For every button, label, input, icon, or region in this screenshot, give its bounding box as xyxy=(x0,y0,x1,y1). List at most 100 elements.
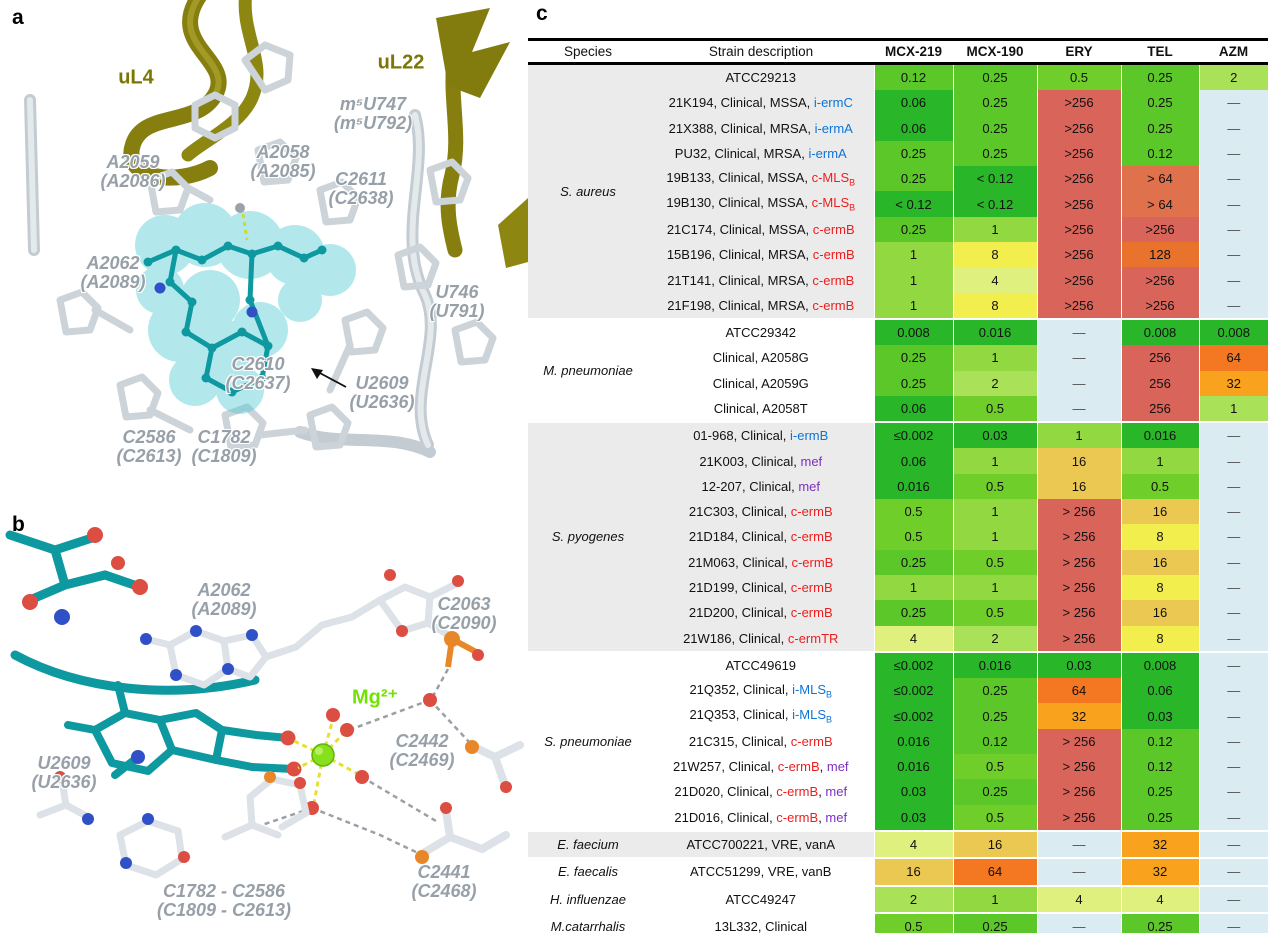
mic-value-cell: 256 xyxy=(1120,395,1199,423)
mic-value-cell: — xyxy=(1198,829,1268,859)
column-header: MCX-190 xyxy=(953,39,1037,65)
panel-a: a xyxy=(0,0,528,505)
mic-value-cell: 0.03 xyxy=(873,804,953,831)
mic-value-cell: 0.25 xyxy=(873,549,953,575)
table-row: S. aureus ATCC29213 0.12 0.25 0.5 0.25 2 xyxy=(528,63,1268,319)
mic-value-cell: — xyxy=(1198,267,1268,293)
strain-cell: 21D199, Clinical, c-ermB xyxy=(648,574,874,601)
mic-value-cell: 0.25 xyxy=(873,370,953,396)
mic-value-cell: 0.008 xyxy=(873,317,953,346)
mic-value-cell: 2 xyxy=(952,625,1037,652)
table-row: 21C174, Clinical, MSSA, c-ermB 0.25 1 >256 >… xyxy=(528,216,1268,243)
mic-value-cell: — xyxy=(1198,703,1268,729)
mic-value-cell: 0.12 xyxy=(952,728,1037,755)
table-row: 19B133, Clinical, MSSA, c-MLSB 0.25 < 0.12… xyxy=(528,166,1268,192)
table-row: 15B196, Clinical, MRSA, c-ermB 1 8 >256 128— xyxy=(528,242,1268,268)
mic-value-cell: >256 xyxy=(1036,191,1121,217)
strain-cell: 21D184, Clinical, c-ermB xyxy=(648,524,874,550)
mic-value-cell: 16 xyxy=(952,829,1037,859)
mic-value-cell: — xyxy=(1198,650,1268,679)
mic-value-cell: 1 xyxy=(873,574,953,601)
strain-cell: 15B196, Clinical, MRSA, c-ermB xyxy=(648,242,874,268)
mic-value-cell: 16 xyxy=(1036,473,1121,500)
mic-value-cell: 0.12 xyxy=(1120,140,1199,167)
mic-value-cell: — xyxy=(1036,857,1121,886)
strain-cell: 21C303, Clinical, c-ermB xyxy=(648,499,874,525)
mic-value-cell: 0.25 xyxy=(952,63,1037,91)
mic-value-cell: 64 xyxy=(1198,345,1268,371)
mic-value-cell: >256 xyxy=(1036,140,1121,167)
strain-cell: ATCC49619 xyxy=(648,650,874,679)
mic-value-cell: > 256 xyxy=(1036,549,1121,575)
mic-value-cell: 0.016 xyxy=(873,728,953,755)
mic-value-cell: 16 xyxy=(1120,600,1199,626)
residue-label: A2062 (A2089) xyxy=(191,580,257,619)
mic-value-cell: 16 xyxy=(1120,549,1199,575)
mic-value-cell: 0.25 xyxy=(1120,779,1199,805)
mic-value-cell: 1 xyxy=(952,884,1037,913)
table-row: 21W186, Clinical, c-ermTR 4 2 > 256 8— xyxy=(528,625,1268,652)
mic-value-cell: 0.5 xyxy=(952,804,1037,831)
table-row: 19B130, Clinical, MSSA, c-MLSB < 0.12 < 0.… xyxy=(528,191,1268,217)
table-row: 21K194, Clinical, MSSA, i-ermC 0.06 0.25 >2… xyxy=(528,90,1268,116)
mic-value-cell: 0.06 xyxy=(873,395,953,423)
column-header: TEL xyxy=(1121,39,1199,65)
strain-cell: ATCC700221, VRE, vanA xyxy=(648,829,874,859)
mic-value-cell: 1 xyxy=(1120,448,1199,474)
mic-value-cell: 0.008 xyxy=(1120,317,1199,346)
panel-b: b xyxy=(0,505,528,933)
mic-value-cell: — xyxy=(1198,473,1268,500)
mic-value-cell: 1 xyxy=(952,345,1037,371)
mic-value-cell: >256 xyxy=(1120,267,1199,293)
mic-value-cell: — xyxy=(1198,600,1268,626)
mic-value-cell: 8 xyxy=(1120,524,1199,550)
strain-cell: 21W257, Clinical, c-ermB, mef xyxy=(648,754,874,780)
mic-value-cell: — xyxy=(1036,911,1121,933)
mic-value-cell: 0.25 xyxy=(1120,911,1199,933)
mic-value-cell: 0.03 xyxy=(952,421,1037,449)
mic-value-cell: 4 xyxy=(952,267,1037,293)
mic-value-cell: 4 xyxy=(1120,884,1199,913)
strain-cell: ATCC51299, VRE, vanB xyxy=(648,857,874,886)
mic-value-cell: — xyxy=(1198,779,1268,805)
mic-value-cell: 0.25 xyxy=(952,140,1037,167)
mic-value-cell: 0.06 xyxy=(873,90,953,116)
residue-label: C2611 (C2638) xyxy=(328,169,394,208)
mic-value-cell: 0.25 xyxy=(952,90,1037,116)
table-row: Clinical, A2059G 0.25 2—256 32 xyxy=(528,370,1268,396)
mic-value-cell: — xyxy=(1198,115,1268,141)
mic-value-cell: — xyxy=(1198,911,1268,933)
strain-cell: 21W186, Clinical, c-ermTR xyxy=(648,625,874,652)
mic-value-cell: 1 xyxy=(873,267,953,293)
mic-value-cell: — xyxy=(1036,829,1121,859)
mic-value-cell: — xyxy=(1198,140,1268,167)
mic-value-cell: — xyxy=(1198,884,1268,913)
residue-label: U2609 (U2636) xyxy=(31,753,97,792)
mic-value-cell: 0.016 xyxy=(952,317,1037,346)
mic-value-cell: > 256 xyxy=(1036,728,1121,755)
mic-value-cell: >256 xyxy=(1036,292,1121,319)
protein-label: uL22 xyxy=(377,51,425,74)
mic-value-cell: 2 xyxy=(873,884,953,913)
mic-value-cell: 8 xyxy=(1120,574,1199,601)
mg-coordination-art xyxy=(5,527,524,879)
mic-value-cell: 0.12 xyxy=(873,63,953,91)
residue-label: C2442 (C2469) xyxy=(389,731,455,770)
strain-cell: ATCC29213 xyxy=(648,63,874,91)
mic-value-cell: 0.5 xyxy=(952,754,1037,780)
mic-value-cell: — xyxy=(1198,728,1268,755)
column-header: ERY xyxy=(1037,39,1121,65)
mic-value-cell: 4 xyxy=(1036,884,1121,913)
mic-value-cell: 8 xyxy=(952,242,1037,268)
mic-value-cell: 0.25 xyxy=(1120,63,1199,91)
strain-cell: Clinical, A2059G xyxy=(648,370,874,396)
strain-cell: Clinical, A2058T xyxy=(648,395,874,423)
mic-value-cell: — xyxy=(1198,191,1268,217)
mic-value-cell: 0.25 xyxy=(873,600,953,626)
mic-value-cell: 0.06 xyxy=(1120,678,1199,704)
strain-cell: ATCC49247 xyxy=(648,884,874,913)
species-cell: E. faecalis xyxy=(528,857,648,886)
mic-value-cell: 0.03 xyxy=(873,779,953,805)
strain-cell: 21K194, Clinical, MSSA, i-ermC xyxy=(648,90,874,116)
